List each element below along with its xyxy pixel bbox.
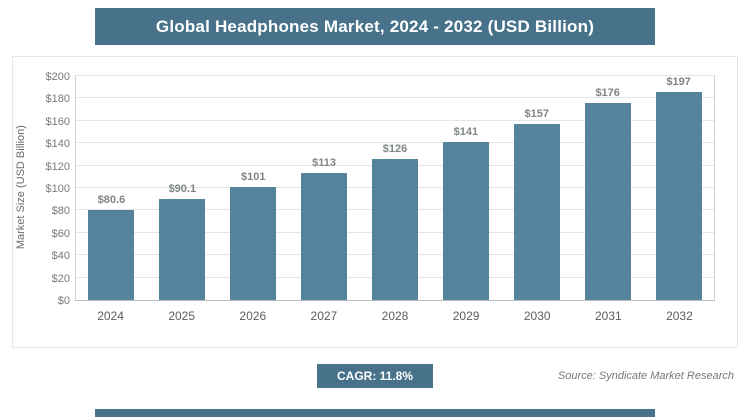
- x-tick-label: 2032: [666, 309, 693, 323]
- y-tick-label: $0: [57, 295, 70, 307]
- gridline: [76, 119, 714, 121]
- bar-slot: $126: [360, 76, 431, 300]
- bar-2029: [442, 142, 489, 300]
- bar-slot: $197: [643, 76, 714, 300]
- bar-slot: $113: [289, 76, 360, 300]
- x-tick-label: 2030: [523, 309, 551, 323]
- bar-2032: [655, 92, 702, 300]
- plot-area: $0 $20 $40 $60 $80 $100 $120 $140 $160 $180 $200 $8…: [46, 71, 715, 307]
- bar-value-label: $176: [595, 86, 620, 99]
- bar-value-label: $90.1: [168, 183, 197, 196]
- bar-value-label: $197: [666, 76, 691, 88]
- gridline: [76, 97, 714, 99]
- x-tick-label: 2024: [97, 309, 124, 323]
- chart-area: Market Size (USD Billion) $0 $20 $40 $60 $80…: [12, 56, 738, 348]
- bar-2030: [513, 124, 560, 300]
- x-tick-label: 2031: [594, 309, 622, 323]
- chart-title: Global Headphones Market, 2024 - 2032 (U…: [155, 16, 595, 36]
- cagr-badge: CAGR: 11.8%: [317, 364, 433, 388]
- y-tick-label: $80: [51, 205, 70, 218]
- x-tick-label: 2026: [239, 309, 267, 323]
- bar-2028: [372, 158, 418, 300]
- bar-slot: $157: [501, 76, 572, 300]
- y-tick-label: $160: [45, 115, 70, 128]
- bar-2024: [88, 209, 135, 300]
- source-text: Source: Syndicate Market Research: [557, 370, 734, 382]
- footer: CAGR: 11.8% Source: Syndicate Market Res…: [0, 364, 750, 388]
- y-tick-label: $40: [51, 250, 70, 263]
- bar-slot: $101: [218, 76, 289, 300]
- y-tick-label: $20: [51, 272, 70, 285]
- bar-value-label: $141: [453, 126, 479, 139]
- bar-value-label: $101: [240, 170, 266, 183]
- bar-2026: [230, 186, 277, 300]
- bar-value-label: $80.6: [97, 193, 126, 206]
- x-tick-label: 2027: [310, 309, 338, 323]
- y-tick-label: $200: [45, 71, 70, 83]
- bottom-accent-strip: [95, 409, 655, 417]
- y-tick-label: $120: [45, 160, 70, 173]
- bars-container: $80.6 $90.1 $101 $113 $126 $141 $157 $176 $197: [76, 76, 714, 300]
- y-tick-label: $100: [45, 183, 70, 195]
- bar-value-label: $126: [382, 142, 408, 155]
- y-tick-label: $60: [51, 227, 70, 240]
- x-tick-label: 2025: [168, 309, 196, 323]
- chart-title-bar: Global Headphones Market, 2024 - 2032 (U…: [95, 8, 655, 45]
- bar-slot: $80.6: [76, 76, 147, 300]
- bar-value-label: $157: [524, 108, 550, 121]
- x-tick-label: 2029: [452, 309, 480, 323]
- bar-2027: [301, 173, 348, 300]
- x-axis-labels: 2024 2025 2026 2027 2028 2029 2030 2031 2032: [75, 301, 715, 331]
- bar-slot: $90.1: [147, 76, 218, 300]
- bar-2025: [159, 199, 206, 300]
- bar-value-label: $113: [312, 157, 337, 170]
- bar-2031: [584, 102, 631, 300]
- y-tick-label: $180: [45, 93, 70, 106]
- x-tick-label: 2028: [381, 309, 409, 323]
- y-tick-label: $140: [45, 138, 70, 151]
- bar-slot: $176: [572, 76, 643, 300]
- bar-slot: $141: [430, 76, 501, 300]
- gridline: [76, 142, 714, 144]
